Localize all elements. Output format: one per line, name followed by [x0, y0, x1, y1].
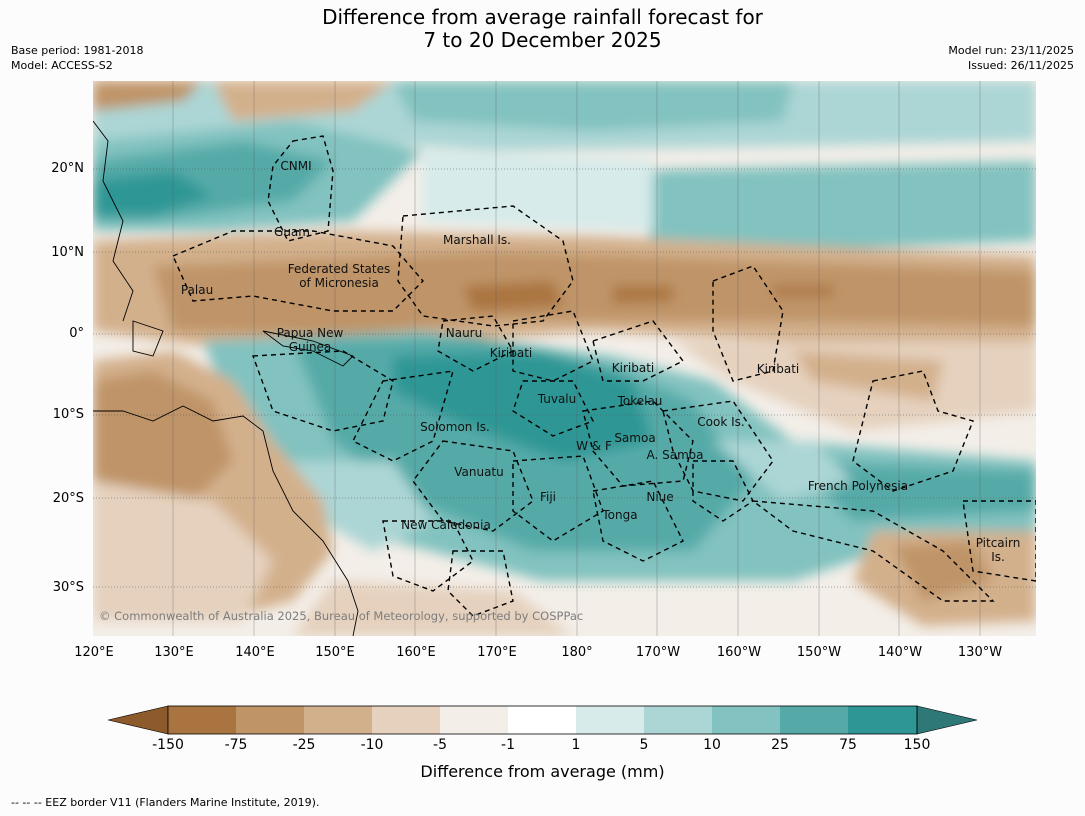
label-pitcairn-2: Is.	[991, 550, 1005, 564]
region-labels: CNMI Guam Marshall Is. Federated States …	[181, 159, 1020, 564]
issued-date: Issued: 26/11/2025	[967, 59, 1074, 72]
colorbar-extend-low	[107, 705, 169, 735]
coastlines	[93, 120, 359, 636]
label-marshall: Marshall Is.	[443, 233, 511, 247]
lat-label-30s: 30°S	[52, 580, 84, 595]
map-latitude-lines	[93, 168, 1036, 588]
label-guam: Guam	[274, 225, 310, 239]
colorbar-extend-high	[916, 705, 978, 735]
label-tokelau: Tokelau	[617, 394, 663, 408]
colorbar-tick: -5	[433, 737, 447, 753]
lon-label-150e: 150°E	[315, 645, 355, 660]
colorbar-tick: 10	[703, 737, 721, 753]
label-solomon: Solomon Is.	[420, 420, 490, 434]
label-wf: W & F	[576, 439, 612, 453]
rainfall-anomaly-field	[93, 81, 1036, 636]
colorbar-svg	[107, 705, 978, 735]
eez-borders	[172, 135, 1036, 617]
lon-label-140w: 140°W	[877, 645, 923, 660]
colorbar-swatch	[372, 706, 440, 734]
lat-label-20s: 20°S	[52, 491, 84, 506]
copyright-credit: © Commonwealth of Australia 2025, Bureau…	[99, 609, 584, 623]
lon-label-130w: 130°W	[957, 645, 1003, 660]
label-png-1: Papua New	[277, 326, 344, 340]
lat-label-10s: 10°S	[52, 407, 84, 422]
label-vanuatu: Vanuatu	[454, 465, 504, 479]
label-asamoa: A. Samoa	[647, 448, 704, 462]
colorbar-swatch	[304, 706, 372, 734]
title-line-2: 7 to 20 December 2025	[423, 28, 662, 52]
label-png-2: Guinea	[289, 340, 332, 354]
colorbar-tick: -10	[360, 737, 384, 753]
model-run: Model run: 23/11/2025	[948, 44, 1074, 57]
colorbar-tick: 150	[903, 737, 931, 753]
meta-left: Base period: 1981-2018 Model: ACCESS-S2	[11, 43, 143, 73]
title-line-1: Difference from average rainfall forecas…	[322, 5, 763, 29]
colorbar-swatch	[576, 706, 644, 734]
label-french-polynesia: French Polynesia	[808, 479, 908, 493]
colorbar-tick: -25	[292, 737, 316, 753]
lon-label-150w: 150°W	[796, 645, 842, 660]
label-niue: Niue	[646, 490, 673, 504]
colorbar-swatch	[236, 706, 304, 734]
colorbar-tick: 75	[839, 737, 857, 753]
colorbar-swatch	[168, 706, 236, 734]
lat-label-20n: 20°N	[51, 161, 84, 176]
colorbar-label: Difference from average (mm)	[420, 762, 665, 781]
model-name: Model: ACCESS-S2	[11, 59, 113, 72]
map-gridlines	[172, 81, 981, 636]
base-period: Base period: 1981-2018	[11, 44, 144, 57]
lon-label-160e: 160°E	[396, 645, 436, 660]
label-fsm-1: Federated States	[288, 262, 390, 276]
colorbar-tick: 1	[571, 737, 581, 753]
label-fiji: Fiji	[540, 490, 556, 504]
lon-label-120e: 120°E	[74, 645, 114, 660]
label-tuvalu: Tuvalu	[537, 392, 577, 406]
label-pitcairn-1: Pitcairn	[976, 536, 1021, 550]
colorbar-swatch	[440, 706, 508, 734]
map-title: Difference from average rainfall forecas…	[0, 6, 1085, 52]
colorbar-tick: 5	[639, 737, 649, 753]
label-cnmi: CNMI	[280, 159, 311, 173]
colorbar-swatch	[508, 706, 576, 734]
colorbar-swatch	[644, 706, 712, 734]
lon-label-170e: 170°E	[477, 645, 517, 660]
colorbar	[107, 705, 978, 735]
label-kiribati-3: Kiribati	[757, 362, 799, 376]
lon-label-130e: 130°E	[154, 645, 194, 660]
label-palau: Palau	[181, 283, 213, 297]
map-svg: CNMI Guam Marshall Is. Federated States …	[93, 81, 1036, 636]
lon-label-160w: 160°W	[716, 645, 762, 660]
lon-label-140e: 140°E	[235, 645, 275, 660]
label-new-caledonia: New Caledonia	[401, 518, 491, 532]
colorbar-tick: 25	[771, 737, 789, 753]
label-samoa: Samoa	[614, 431, 655, 445]
label-nauru: Nauru	[446, 326, 482, 340]
label-kiribati-1: Kiribati	[490, 346, 532, 360]
colorbar-tick: -75	[224, 737, 248, 753]
eez-legend: -- -- -- EEZ border V11 (Flanders Marine…	[11, 796, 320, 809]
label-cook: Cook Is.	[697, 415, 744, 429]
meta-right: Model run: 23/11/2025 Issued: 26/11/2025	[948, 43, 1074, 73]
rainfall-map: CNMI Guam Marshall Is. Federated States …	[93, 81, 1036, 636]
colorbar-swatch	[780, 706, 848, 734]
colorbar-tick: -150	[152, 737, 184, 753]
lat-label-10n: 10°N	[51, 245, 84, 260]
colorbar-swatch	[712, 706, 780, 734]
lat-label-0: 0°	[69, 326, 84, 341]
colorbar-swatch	[848, 706, 917, 734]
label-tonga: Tonga	[601, 508, 637, 522]
lon-label-170w: 170°W	[635, 645, 681, 660]
lon-label-180: 180°	[561, 645, 593, 660]
label-kiribati-2: Kiribati	[612, 361, 654, 375]
colorbar-tick: -1	[501, 737, 515, 753]
label-fsm-2: of Micronesia	[299, 276, 379, 290]
